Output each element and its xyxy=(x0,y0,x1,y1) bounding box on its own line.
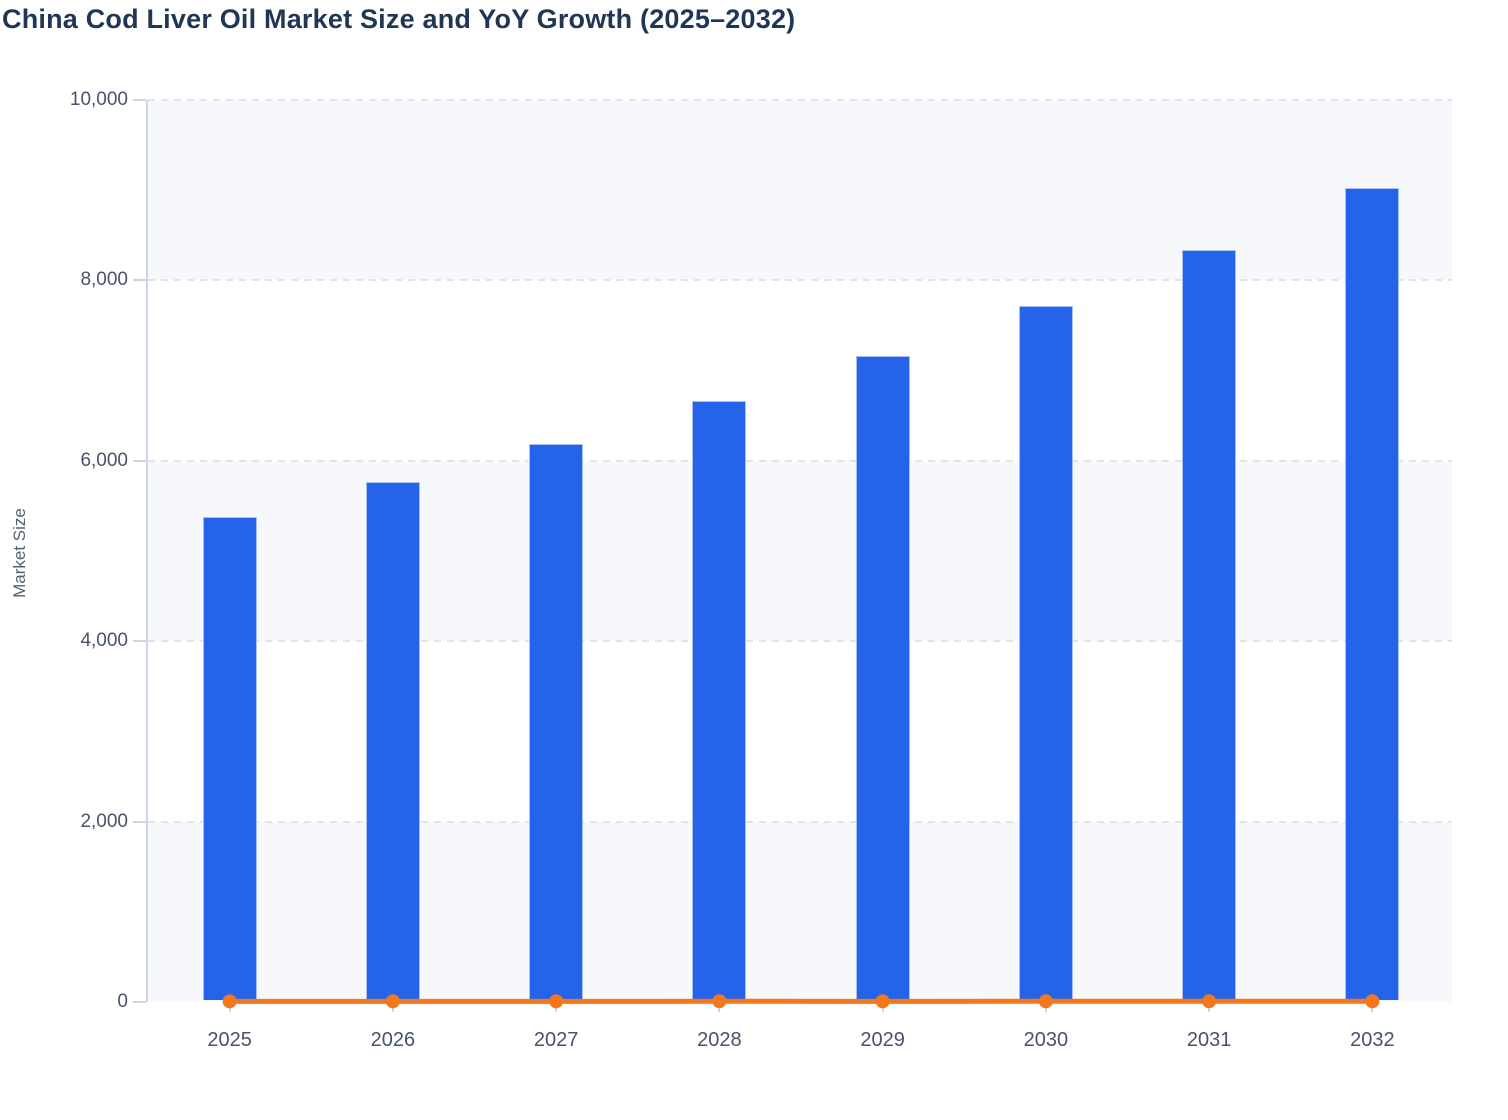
y-axis-tick xyxy=(133,99,146,101)
bar-2032[interactable] xyxy=(1345,188,1400,1000)
bar-2027[interactable] xyxy=(529,444,584,1000)
bar-2030[interactable] xyxy=(1018,306,1073,1000)
y-tick-label: 8,000 xyxy=(80,269,128,291)
plot-band xyxy=(148,821,1452,1002)
y-tick-label: 10,000 xyxy=(69,89,128,110)
x-axis-tick xyxy=(1208,1002,1211,1012)
x-axis-label: 2026 xyxy=(370,1029,416,1051)
bar-2029[interactable] xyxy=(855,355,910,1000)
x-axis-label: 2028 xyxy=(697,1029,742,1051)
y-tick-label: 4,000 xyxy=(80,630,128,652)
y-gridline xyxy=(148,820,1452,823)
x-axis-label: 2031 xyxy=(1186,1029,1232,1051)
x-axis-label: 2032 xyxy=(1350,1029,1395,1051)
y-axis-tick xyxy=(133,1001,146,1003)
y-gridline xyxy=(148,279,1452,282)
bar-2025[interactable] xyxy=(202,517,257,1000)
y-axis-tick xyxy=(133,640,146,643)
x-axis-label: 2025 xyxy=(207,1029,252,1051)
x-axis-label: 2030 xyxy=(1023,1029,1069,1051)
plot-band xyxy=(148,280,1452,460)
bar-2031[interactable] xyxy=(1182,250,1237,1000)
bar-2026[interactable] xyxy=(365,482,420,1000)
plot-band xyxy=(148,460,1452,642)
y-axis-tick xyxy=(133,820,146,823)
x-axis-tick xyxy=(228,1002,231,1012)
y-axis-tick xyxy=(133,279,146,282)
y-gridline xyxy=(148,99,1452,101)
y-axis-title: Market Size xyxy=(10,508,29,598)
plot-band xyxy=(148,100,1452,281)
x-axis-tick xyxy=(1371,1002,1374,1012)
plot-band xyxy=(148,641,1452,821)
bar-2028[interactable] xyxy=(692,401,747,1000)
x-axis-tick xyxy=(718,1002,721,1012)
y-tick-label: 6,000 xyxy=(80,449,128,471)
x-axis-label: 2027 xyxy=(533,1029,579,1051)
y-gridline xyxy=(148,459,1452,462)
y-axis-tick xyxy=(133,459,146,462)
x-axis-tick xyxy=(391,1002,394,1012)
chart-title: China Cod Liver Oil Market Size and YoY … xyxy=(2,4,796,34)
x-axis-tick xyxy=(881,1002,884,1012)
x-axis-tick xyxy=(1044,1002,1047,1012)
plot-area: 0 2,000 4,000 6,000 8,000 10,000 2025 2026 2027 2… xyxy=(70,90,1452,1051)
y-gridline xyxy=(148,640,1452,643)
y-tick-label: 0 xyxy=(117,991,128,1012)
x-axis-tick xyxy=(555,1002,558,1012)
y-tick-label: 2,000 xyxy=(80,810,128,832)
x-axis-label: 2029 xyxy=(860,1029,905,1051)
